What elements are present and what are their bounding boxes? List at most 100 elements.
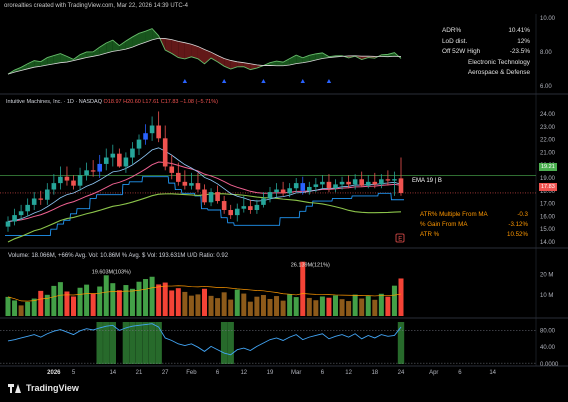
rs-fill-segment (237, 61, 244, 67)
oscillator-highlight-band (129, 322, 136, 364)
candle-body (58, 176, 63, 184)
candle-body (97, 163, 102, 172)
candle (274, 183, 279, 198)
volume-bar (365, 296, 371, 316)
candle (90, 160, 96, 177)
candle-body (215, 192, 220, 202)
volume-bar (319, 296, 325, 316)
volume-bar (71, 296, 76, 316)
volume-bar (97, 286, 103, 316)
volume-bar (215, 298, 221, 316)
candle-body (346, 181, 351, 185)
rs-fill-segment (184, 42, 192, 59)
event-marker-text: E (398, 237, 402, 243)
x-tick-label: 18 (371, 370, 378, 376)
rs-fill-segment (40, 57, 48, 67)
candle (64, 166, 70, 186)
price-tick-label: 16.00 (540, 214, 556, 220)
blue-triangle-marker (326, 79, 332, 83)
candle (241, 195, 247, 213)
price-tick-label: 17.00 (540, 202, 556, 208)
candle-body (261, 198, 266, 205)
volume-bar (123, 285, 129, 316)
volume-bar (221, 292, 227, 316)
rs-fill-segment (21, 63, 28, 71)
rs-fill-segment (106, 40, 113, 54)
high-value: H20.60 (123, 99, 141, 105)
candle (215, 185, 220, 204)
candle-body (287, 188, 292, 194)
oscillator-highlight-band (220, 322, 228, 364)
candle (189, 172, 194, 190)
volume-average-line (7, 285, 402, 302)
candle (38, 190, 44, 205)
candle (202, 184, 207, 205)
rs-fill-segment (165, 38, 172, 54)
rs-fill-segment (178, 41, 185, 59)
volume-bar (326, 297, 332, 316)
stat-sector: Electronic Technology (467, 58, 530, 66)
x-tick-label: Apr (429, 370, 438, 376)
stat-industry: Aerospace & Defense (467, 69, 530, 76)
atr-multiple: ATR% Multiple From MA -0.3 (420, 211, 528, 218)
candle (287, 183, 292, 198)
volume-bar (339, 299, 345, 316)
volume-tick-label: 20 M (540, 272, 553, 278)
candle (280, 181, 286, 196)
ema-label: EMA 19 | B (412, 178, 442, 184)
candle-body (149, 125, 155, 134)
brand-name: TradingView (26, 383, 79, 393)
atr-table: ATR% Multiple From MA -0.3 % Gain From MA… (420, 210, 528, 240)
volume-bar (202, 288, 207, 316)
candle-body (208, 192, 214, 203)
x-tick-label: 5 (72, 370, 76, 376)
volume-bar (306, 297, 312, 316)
candle (71, 175, 76, 190)
candle-body (189, 183, 194, 186)
candle (359, 171, 364, 187)
rs-fill-segment (99, 42, 107, 55)
candle-body (385, 179, 391, 181)
change-value: −1.08 (−5.71%) (180, 99, 218, 105)
candle-body (372, 181, 378, 185)
candle (45, 183, 50, 205)
candle-body (123, 157, 129, 167)
candle (84, 162, 89, 181)
stat-52w: Off 52W High -23.5% (442, 48, 530, 55)
volume-bar (77, 287, 83, 316)
blue-triangle-marker (182, 79, 188, 83)
candle (293, 178, 299, 193)
price-tick-label: 21.00 (540, 150, 556, 156)
x-tick-label: Feb (186, 370, 197, 376)
candle (313, 178, 319, 193)
candle-body (176, 172, 181, 182)
candle (169, 154, 175, 180)
volume-bar (175, 288, 181, 316)
volume-bar (241, 293, 247, 316)
low-value: L17.61 (142, 99, 160, 105)
x-tick-label: 27 (162, 370, 169, 376)
rs-fill-segment (86, 51, 94, 58)
volume-bar (234, 289, 240, 316)
candle-body (352, 179, 358, 185)
price-tag-last: 17.83 (539, 183, 557, 191)
volume-bar (110, 283, 116, 316)
candle-body (162, 138, 168, 167)
candle (248, 199, 253, 214)
x-tick-label: 6 (458, 370, 462, 376)
top-panel-tick-label: 8.00 (540, 50, 552, 56)
candle (346, 175, 351, 189)
candle-body (64, 176, 70, 181)
candle (176, 162, 181, 186)
candle (339, 176, 345, 190)
candle-body (77, 175, 83, 186)
event-marker-box (395, 233, 405, 243)
price-tick-label: 24.00 (540, 112, 556, 118)
volume-bar (103, 275, 109, 316)
rs-fill-segment (302, 55, 310, 63)
candle-body (392, 179, 397, 181)
candle-body (307, 186, 312, 191)
candle (136, 134, 142, 155)
candle (149, 116, 155, 141)
candle-body (110, 153, 116, 158)
